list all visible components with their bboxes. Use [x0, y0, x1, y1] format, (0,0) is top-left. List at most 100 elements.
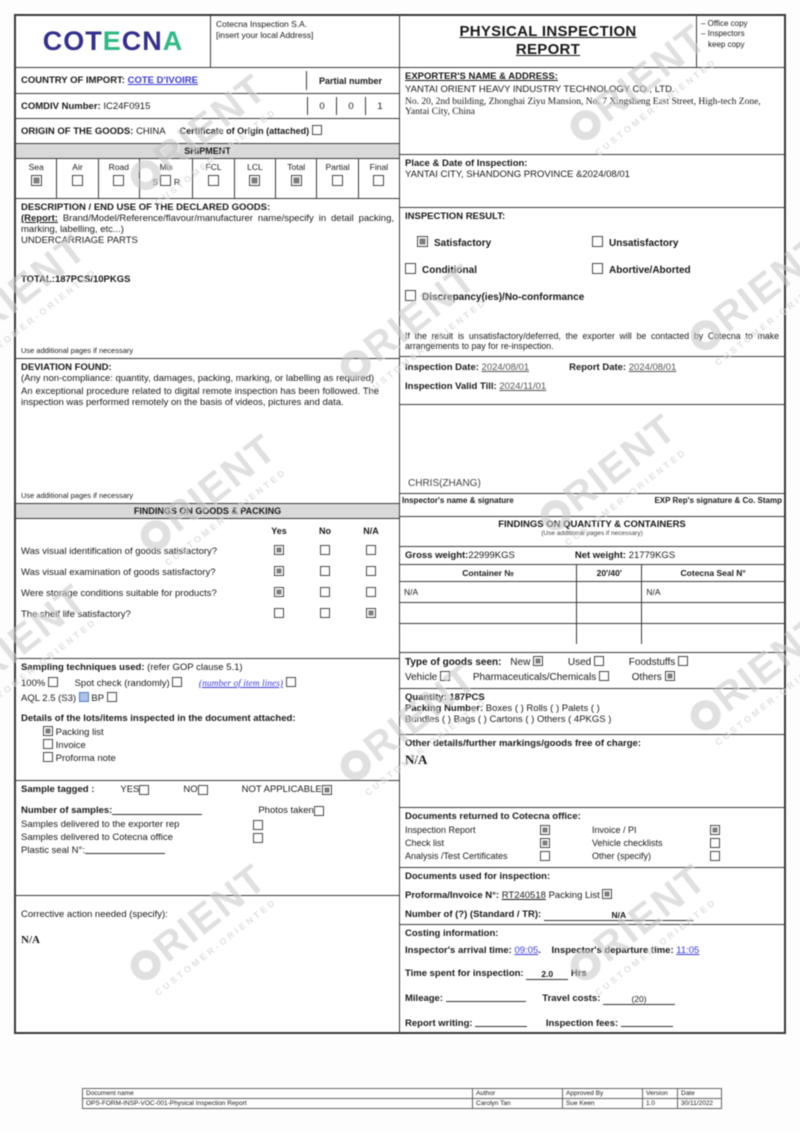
quantity-value[interactable]: 187PCS [449, 692, 485, 704]
packing-list-checkbox[interactable] [602, 889, 613, 900]
no-checkbox[interactable] [320, 608, 330, 618]
departure-time-value[interactable]: 11:05 [676, 945, 700, 957]
yes-checkbox[interactable] [274, 608, 284, 618]
corrective-action-value[interactable]: N/A [21, 934, 40, 946]
bp-checkbox[interactable] [106, 692, 117, 702]
place-date-value[interactable]: YANTAI CITY, SHANDONG PROVINCE &2024/08/… [405, 168, 630, 180]
conditional-checkbox[interactable] [405, 262, 416, 274]
container-size-cell[interactable] [576, 580, 643, 603]
samples-cotecna-checkbox[interactable] [253, 832, 263, 843]
deviation-body[interactable]: An exceptional procedure related to digi… [21, 386, 380, 408]
number-of-samples-field[interactable] [112, 806, 203, 815]
partial-box-3[interactable]: 1 [365, 97, 394, 115]
option-lines-checkbox[interactable] [285, 677, 296, 687]
air-checkbox[interactable] [71, 175, 83, 186]
samples-exporter-checkbox[interactable] [253, 819, 263, 830]
pharma-checkbox[interactable] [598, 670, 609, 681]
travel-costs-field[interactable]: (20) [603, 994, 676, 1006]
samples-exporter-row: Samples delivered to the exporter rep [21, 819, 394, 830]
exporter-name[interactable]: YANTAI ORIENT HEAVY INDUSTRY TECHNOLOGY … [405, 83, 675, 95]
option-spot-checkbox[interactable] [172, 677, 183, 687]
sampling-hint: (refer GOP clause 5.1) [147, 662, 243, 673]
container-number-cell[interactable]: N/A [400, 580, 578, 603]
lcl-checkbox[interactable] [249, 175, 261, 186]
lot-checkbox[interactable] [43, 739, 53, 749]
check-list-checkbox[interactable] [540, 838, 550, 849]
mileage-field[interactable] [445, 993, 526, 1003]
inspection-fees-field[interactable] [620, 1018, 673, 1028]
vehicle-checklists-checkbox[interactable] [710, 838, 720, 849]
abortive-checkbox[interactable] [592, 262, 603, 274]
container-size-cell[interactable] [576, 622, 643, 645]
yes-checkbox[interactable] [274, 566, 284, 576]
seal-number-cell[interactable] [641, 601, 784, 624]
aql-checkbox[interactable] [78, 692, 89, 702]
foodstuffs-checkbox[interactable] [678, 655, 689, 666]
inspection-report-checkbox[interactable] [540, 825, 550, 836]
sample-na-checkbox[interactable] [321, 784, 332, 795]
sample-yes-checkbox[interactable] [139, 784, 150, 795]
fcl-checkbox[interactable] [208, 175, 220, 186]
na-checkbox[interactable] [366, 587, 376, 597]
partial-box-1[interactable]: 0 [307, 97, 336, 115]
partial-box-2[interactable]: 0 [336, 97, 365, 115]
discrepancy-checkbox[interactable] [405, 289, 416, 301]
yes-checkbox[interactable] [274, 545, 284, 555]
seal-number-cell[interactable]: N/A [641, 580, 784, 603]
invoice-pi-checkbox[interactable] [710, 825, 720, 836]
container-number-cell[interactable] [400, 601, 578, 624]
sea-checkbox[interactable] [30, 175, 42, 186]
goods-total[interactable]: TOTAL:187PCS/10PKGS [21, 274, 131, 285]
unsatisfactory-checkbox[interactable] [592, 235, 603, 247]
report-date-value[interactable]: 2024/08/01 [628, 362, 677, 374]
final-checkbox[interactable] [373, 175, 385, 186]
container-size-cell[interactable] [576, 601, 643, 624]
packing-line-1[interactable]: Boxes ( ) Rolls ( ) Palets ( ) [485, 703, 600, 715]
photos-taken-checkbox[interactable] [313, 805, 324, 816]
net-weight-value[interactable]: 21779KGS [628, 549, 676, 561]
no-checkbox[interactable] [320, 587, 330, 597]
number-standard-field[interactable]: N/A [543, 910, 694, 922]
lot-checkbox[interactable] [43, 752, 53, 762]
na-checkbox[interactable] [366, 566, 376, 576]
vehicle-checkbox[interactable] [440, 670, 451, 681]
time-spent-field[interactable]: 2.0 [526, 969, 569, 981]
result-unsatisfactory: Unsatisfactory [592, 235, 779, 249]
proforma-value[interactable]: RT240518 [501, 890, 546, 902]
exporter-address[interactable]: No. 20, 2nd building, Zhonghai Ziyu Mans… [405, 96, 761, 117]
na-checkbox[interactable] [366, 545, 376, 555]
test-certificates-checkbox[interactable] [540, 851, 550, 862]
container-number-cell[interactable] [400, 622, 578, 645]
inspection-date-value[interactable]: 2024/08/01 [481, 362, 530, 374]
plastic-seal-field[interactable] [85, 845, 165, 854]
signature-area[interactable]: CHRIS(ZHANG) [400, 405, 784, 493]
goods-description[interactable]: UNDERCARRIAGE PARTS [21, 235, 138, 246]
origin-value[interactable]: CHINA [136, 125, 166, 137]
gross-weight-value[interactable]: 22999KGS [468, 549, 515, 561]
valid-till-value[interactable]: 2024/11/01 [499, 381, 547, 393]
na-checkbox[interactable] [366, 608, 376, 618]
yes-checkbox[interactable] [274, 587, 284, 597]
comdiv-value[interactable]: IC24F0915 [103, 100, 151, 112]
new-checkbox[interactable] [533, 655, 544, 666]
option-100-checkbox[interactable] [47, 677, 58, 687]
total-checkbox[interactable] [290, 175, 302, 186]
others-checkbox[interactable] [664, 670, 675, 681]
partial-checkbox[interactable] [332, 175, 344, 186]
road-checkbox[interactable] [113, 175, 125, 186]
used-checkbox[interactable] [594, 655, 604, 666]
no-checkbox[interactable] [320, 566, 330, 576]
other-details-value[interactable]: N/A [405, 752, 428, 768]
packing-line-2[interactable]: Bundles ( ) Bags ( ) Cartons ( ) Others … [405, 714, 612, 726]
seal-number-cell[interactable] [641, 622, 784, 645]
arrival-time-value[interactable]: 09:05 [514, 945, 539, 957]
certificate-checkbox[interactable] [311, 125, 322, 135]
satisfactory-checkbox[interactable] [417, 235, 428, 247]
sample-no-checkbox[interactable] [197, 784, 208, 795]
no-checkbox[interactable] [320, 545, 330, 555]
lot-checkbox[interactable] [43, 726, 53, 736]
country-value[interactable]: COTE D'IVOIRE [127, 75, 198, 86]
report-writing-field[interactable] [475, 1018, 528, 1028]
mix-checkbox[interactable] [160, 175, 172, 186]
other-specify-checkbox[interactable] [710, 851, 720, 862]
